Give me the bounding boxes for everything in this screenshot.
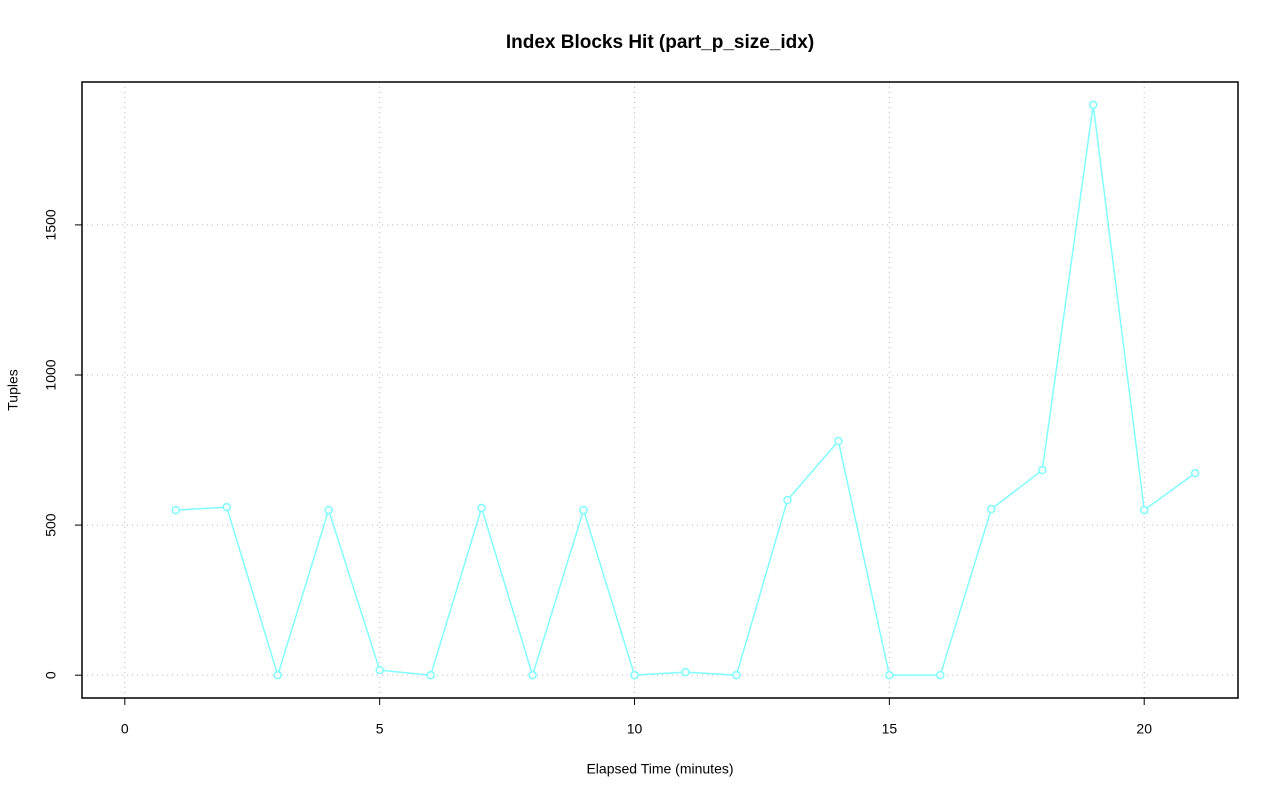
chart-title: Index Blocks Hit (part_p_size_idx) — [506, 32, 814, 53]
data-point — [1190, 468, 1200, 478]
data-point — [834, 436, 843, 446]
x-axis-label: Elapsed Time (minutes) — [586, 761, 733, 777]
x-tick-label: 5 — [376, 721, 384, 737]
data-point — [375, 665, 384, 675]
data-point — [324, 505, 333, 515]
data-point — [528, 670, 537, 680]
y-tick-label: 500 — [43, 513, 59, 537]
data-point — [885, 670, 894, 680]
data-point — [273, 670, 282, 680]
y-axis-label: Tuples — [5, 369, 21, 411]
data-point — [222, 502, 232, 512]
x-tick-label: 15 — [882, 721, 898, 737]
data-point — [681, 667, 690, 677]
data-point — [936, 670, 945, 680]
y-tick-label: 1000 — [43, 359, 59, 390]
data-point — [783, 495, 792, 505]
series-line — [175, 104, 1196, 678]
y-tick-label: 1500 — [43, 209, 59, 240]
data-point — [426, 670, 435, 680]
x-tick-label: 20 — [1136, 721, 1152, 737]
data-point — [579, 505, 588, 515]
data-point — [1038, 465, 1047, 475]
data-point — [171, 505, 181, 515]
y-tick-label: 0 — [43, 671, 59, 679]
data-point — [630, 670, 639, 680]
x-tick-label: 0 — [121, 721, 129, 737]
x-tick-label: 10 — [627, 721, 643, 737]
data-point — [477, 503, 486, 513]
data-point — [1088, 100, 1098, 110]
data-point — [1139, 505, 1149, 515]
data-point — [987, 504, 996, 514]
plot-frame — [81, 81, 1239, 699]
data-point — [732, 670, 741, 680]
